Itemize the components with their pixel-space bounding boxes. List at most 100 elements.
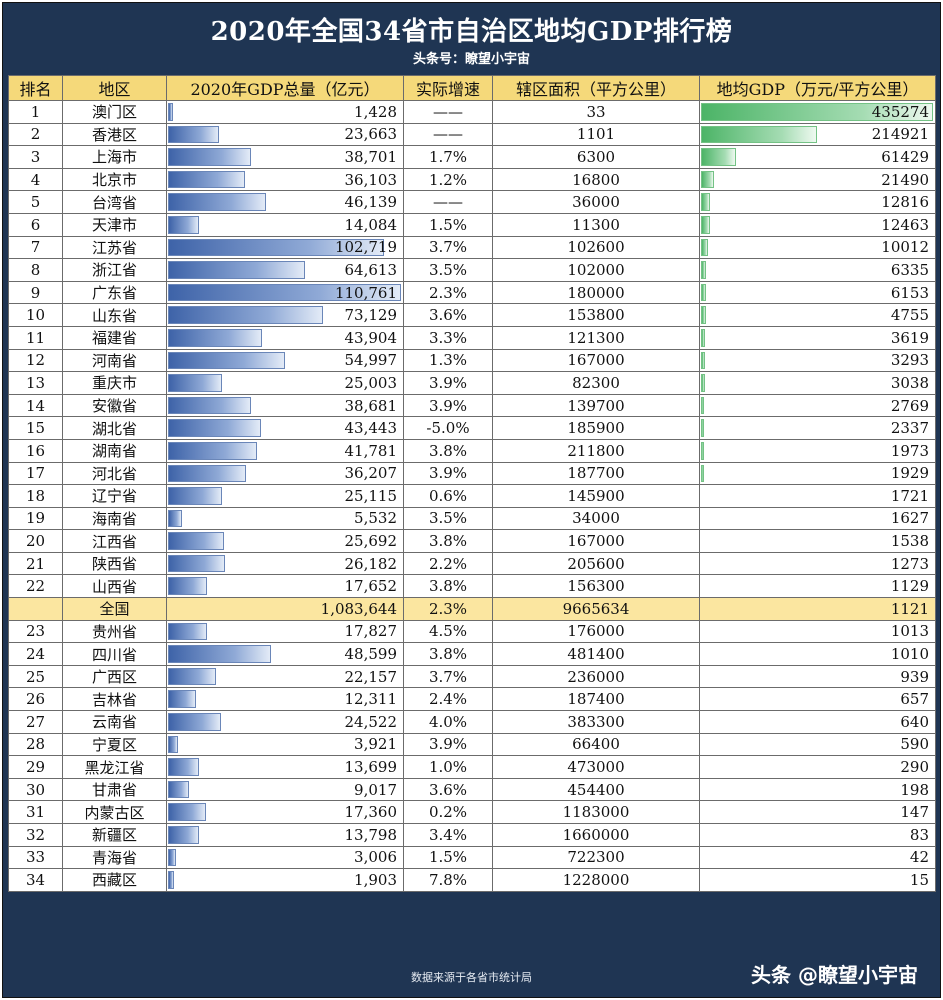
growth-cell: 2.3% (403, 280, 493, 305)
density-cell: 435274 (699, 100, 936, 124)
density-cell: 1973 (699, 438, 936, 463)
density-value: 83 (909, 825, 929, 844)
density-cell: 1627 (699, 506, 936, 531)
gdp-bar (168, 803, 207, 821)
col-header-gdp: 2020年GDP总量（亿元） (166, 75, 404, 101)
rank-cell: 10 (8, 303, 63, 327)
rank-cell: 20 (8, 529, 63, 553)
area-cell: 153800 (492, 303, 700, 327)
gdp-bar (168, 148, 251, 166)
area-cell: 180000 (492, 280, 700, 305)
density-bar (701, 351, 705, 370)
table-row: 24 四川省 48,599 3.8% 481400 1010 (8, 642, 936, 666)
region-cell: 河北省 (62, 461, 167, 486)
gdp-cell: 22,157 (166, 664, 404, 689)
gdp-cell: 25,003 (166, 371, 404, 395)
area-cell: 145900 (492, 484, 700, 508)
table-row: 3 上海市 38,701 1.7% 6300 61429 (8, 145, 936, 169)
density-bar (701, 103, 934, 121)
density-bar (701, 283, 707, 302)
region-cell: 青海省 (62, 845, 167, 870)
density-cell: 1121 (699, 597, 936, 621)
area-cell: 473000 (492, 755, 700, 779)
gdp-cell: 26,182 (166, 551, 404, 576)
gdp-value: 24,522 (344, 712, 398, 731)
gdp-cell: 36,207 (166, 461, 404, 486)
region-cell: 江苏省 (62, 235, 167, 260)
density-value: 3293 (890, 351, 929, 370)
region-cell: 山东省 (62, 303, 167, 327)
region-cell: 台湾省 (62, 190, 167, 214)
gdp-bar (168, 396, 251, 415)
area-cell: 102000 (492, 258, 700, 282)
density-cell: 1010 (699, 642, 936, 666)
density-cell: 640 (699, 710, 936, 734)
density-value: 1121 (890, 599, 929, 618)
rank-cell: 27 (8, 710, 63, 734)
density-value: 6153 (890, 283, 929, 302)
density-cell: 3619 (699, 325, 936, 350)
area-cell: 1660000 (492, 823, 700, 847)
growth-cell: 1.5% (403, 845, 493, 870)
density-bar (701, 396, 705, 415)
growth-cell: 0.6% (403, 484, 493, 508)
table-row: 11 福建省 43,904 3.3% 121300 3619 (8, 325, 936, 350)
growth-cell: 3.7% (403, 235, 493, 260)
gdp-cell: 17,827 (166, 619, 404, 644)
gdp-bar (168, 532, 224, 550)
rank-cell: 7 (8, 235, 63, 260)
gdp-cell: 1,903 (166, 868, 404, 892)
rank-cell: 33 (8, 845, 63, 870)
author-watermark: 头条 @瞭望小宇宙 (751, 963, 918, 987)
area-cell: 211800 (492, 438, 700, 463)
table-row: 27 云南省 24,522 4.0% 383300 640 (8, 710, 936, 734)
table-row: 23 贵州省 17,827 4.5% 176000 1013 (8, 619, 936, 644)
table-row: 16 湖南省 41,781 3.8% 211800 1973 (8, 438, 936, 463)
region-cell: 河南省 (62, 348, 167, 373)
density-value: 198 (900, 780, 929, 799)
rank-cell: 19 (8, 506, 63, 531)
density-value: 10012 (881, 238, 929, 257)
region-cell: 黑龙江省 (62, 755, 167, 779)
density-value: 21490 (881, 170, 929, 189)
gdp-value: 13,798 (344, 825, 398, 844)
gdp-cell: 25,115 (166, 484, 404, 508)
rank-cell: 21 (8, 551, 63, 576)
region-cell: 陕西省 (62, 551, 167, 576)
gdp-value: 36,207 (344, 464, 398, 483)
table-row-total: 全国 1,083,644 2.3% 9665634 1121 (8, 597, 936, 621)
region-cell: 吉林省 (62, 687, 167, 712)
growth-cell: 2.4% (403, 687, 493, 712)
rank-cell: 6 (8, 212, 63, 237)
density-cell: 1721 (699, 484, 936, 508)
density-value: 12463 (881, 215, 929, 234)
gdp-cell: 54,997 (166, 348, 404, 373)
density-cell: 12816 (699, 190, 936, 214)
rank-cell: 4 (8, 167, 63, 192)
col-header-region: 地区 (62, 75, 167, 101)
gdp-value: 25,692 (344, 532, 398, 551)
gdp-value: 1,083,644 (320, 599, 397, 618)
table-row: 32 新疆区 13,798 3.4% 1660000 83 (8, 823, 936, 847)
gdp-value: 41,781 (344, 441, 398, 460)
gdp-bar (168, 713, 222, 731)
density-value: 42 (909, 848, 929, 867)
area-cell: 9665634 (492, 597, 700, 621)
gdp-value: 17,652 (344, 577, 398, 596)
table-row: 20 江西省 25,692 3.8% 167000 1538 (8, 529, 936, 553)
area-cell: 139700 (492, 393, 700, 418)
region-cell: 安徽省 (62, 393, 167, 418)
area-cell: 6300 (492, 145, 700, 169)
growth-cell: 1.2% (403, 167, 493, 192)
growth-cell: —— (403, 122, 493, 147)
gdp-value: 9,017 (354, 780, 397, 799)
gdp-value: 38,681 (344, 396, 398, 415)
col-header-growth: 实际增速 (403, 75, 493, 101)
table-row: 30 甘肃省 9,017 3.6% 454400 198 (8, 777, 936, 802)
gdp-bar (168, 306, 323, 324)
region-cell: 全国 (62, 597, 167, 621)
area-cell: 1183000 (492, 800, 700, 824)
area-cell: 34000 (492, 506, 700, 531)
gdp-value: 102,719 (334, 238, 397, 257)
gdp-cell: 24,522 (166, 710, 404, 734)
